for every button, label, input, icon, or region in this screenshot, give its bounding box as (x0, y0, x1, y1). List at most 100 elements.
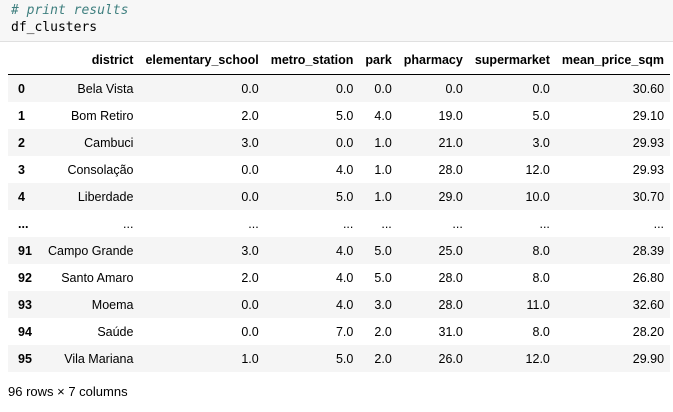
table-cell: 29.10 (632, 108, 665, 123)
table-cell: 0.0 (241, 162, 259, 177)
table-row: 94 Saúde 0.0 7.0 2.0 31.0 8.0 28.20 (8, 318, 670, 345)
table-cell: 7.0 (335, 324, 354, 339)
table-cell: 28.0 (438, 270, 463, 285)
column-header: pharmacy (397, 46, 469, 75)
table-cell: 28.39 (632, 243, 665, 258)
table-cell: Saúde (97, 324, 134, 339)
table-cell: 12.0 (525, 162, 550, 177)
table-cell: 30.60 (632, 81, 665, 96)
column-header: elementary_school (139, 46, 265, 75)
column-header: supermarket (468, 46, 556, 75)
row-index: 2 (18, 135, 25, 150)
code-cell[interactable]: # print results df_clusters (0, 0, 673, 42)
table-cell: 4.0 (335, 270, 354, 285)
table-cell: Consolação (67, 162, 134, 177)
index-header (8, 46, 42, 75)
table-cell: 3.0 (532, 135, 550, 150)
code-expression: df_clusters (11, 20, 98, 35)
table-cell: 2.0 (241, 270, 259, 285)
table-cell: ... (123, 216, 134, 231)
table-cell: ... (381, 216, 392, 231)
dataframe-table: district elementary_school metro_station… (8, 46, 671, 372)
row-index: 93 (18, 297, 32, 312)
table-shape-footer: 96 rows × 7 columns (8, 384, 128, 399)
table-cell: 11.0 (526, 297, 550, 312)
row-index: 0 (18, 81, 25, 96)
table-cell: Moema (91, 297, 134, 312)
table-cell: 5.0 (335, 351, 354, 366)
table-header-row: district elementary_school metro_station… (8, 46, 671, 75)
row-index: 95 (18, 351, 32, 366)
table-cell: Cambuci (84, 135, 134, 150)
table-cell: 5.0 (335, 189, 354, 204)
table-cell: 1.0 (374, 135, 392, 150)
table-cell: 8.0 (532, 270, 550, 285)
table-cell: Santo Amaro (61, 270, 134, 285)
table-cell: 28.20 (632, 324, 665, 339)
table-cell: 5.0 (374, 270, 392, 285)
table-cell: 30.70 (632, 189, 665, 204)
table-cell: 25.0 (438, 243, 463, 258)
table-cell: ... (248, 216, 259, 231)
table-cell: ... (452, 216, 463, 231)
table-cell: 0.0 (335, 135, 354, 150)
table-cell: 1.0 (374, 189, 392, 204)
table-cell: 5.0 (532, 108, 550, 123)
row-index: 4 (18, 189, 25, 204)
table-cell: 0.0 (241, 81, 259, 96)
table-row: 0 Bela Vista 0.0 0.0 0.0 0.0 0.0 30.60 (8, 74, 671, 102)
table-cell: ... (539, 216, 550, 231)
table-row: 91 Campo Grande 3.0 4.0 5.0 25.0 8.0 28.39 (8, 237, 671, 264)
table-cell: 5.0 (374, 243, 392, 258)
column-header: mean_price_sqm (555, 46, 671, 75)
table-cell: 29.93 (632, 135, 665, 150)
table-cell: 0.0 (532, 81, 550, 96)
table-row: 1 Bom Retiro 2.0 5.0 4.0 19.0 5.0 29.10 (8, 102, 670, 129)
table-cell: 3.0 (241, 243, 259, 258)
table-cell: 0.0 (374, 81, 392, 96)
column-header: metro_station (264, 46, 360, 75)
table-cell: 0.0 (241, 189, 259, 204)
row-index: 94 (18, 324, 32, 339)
table-cell: 4.0 (335, 243, 354, 258)
table-cell: 29.90 (632, 351, 665, 366)
table-cell: 28.0 (438, 162, 463, 177)
table-cell: 32.60 (632, 297, 665, 312)
table-row: 95 Vila Mariana 1.0 5.0 2.0 26.0 12.0 29.90 (8, 345, 671, 372)
table-cell: 28.0 (438, 297, 463, 312)
table-cell: 26.80 (632, 270, 665, 285)
table-cell: 5.0 (335, 108, 354, 123)
table-cell: Liberdade (77, 189, 134, 204)
table-cell: 2.0 (374, 324, 392, 339)
table-cell: 3.0 (241, 135, 259, 150)
row-index: 3 (18, 162, 25, 177)
table-cell: Bom Retiro (70, 108, 134, 123)
table-cell: ... (342, 216, 354, 231)
row-index: 92 (18, 270, 32, 285)
table-body: 0 Bela Vista 0.0 0.0 0.0 0.0 0.0 30.60 1 Bom Reti… (8, 74, 671, 372)
table-cell: 2.0 (241, 108, 259, 123)
column-header: district (42, 46, 140, 75)
table-cell: 2.0 (374, 351, 392, 366)
table-cell: Bela Vista (77, 81, 134, 96)
table-cell: 19.0 (438, 108, 463, 123)
row-index: 91 (18, 243, 32, 258)
table-cell: 0.0 (241, 297, 259, 312)
table-cell: 4.0 (335, 297, 354, 312)
table-cell: 0.0 (241, 324, 259, 339)
table-row: ........................ (8, 210, 670, 237)
row-index: 1 (18, 108, 25, 123)
table-row: 92 Santo Amaro 2.0 4.0 5.0 28.0 8.0 26.80 (8, 264, 670, 291)
table-cell: 10.0 (525, 189, 550, 204)
table-cell: 31.0 (438, 324, 463, 339)
table-cell: Campo Grande (48, 243, 134, 258)
table-cell: 1.0 (241, 351, 259, 366)
table-cell: 8.0 (532, 324, 550, 339)
table-cell: Vila Mariana (64, 351, 134, 366)
table-row: 3 Consolação 0.0 4.0 1.0 28.0 12.0 29.93 (8, 156, 670, 183)
table-cell: 21.0 (438, 135, 463, 150)
table-row: 93 Moema 0.0 4.0 3.0 28.0 11.0 32.60 (8, 291, 671, 318)
table-cell: 29.93 (632, 162, 665, 177)
column-header: park (359, 46, 398, 75)
table-cell: 0.0 (445, 81, 463, 96)
